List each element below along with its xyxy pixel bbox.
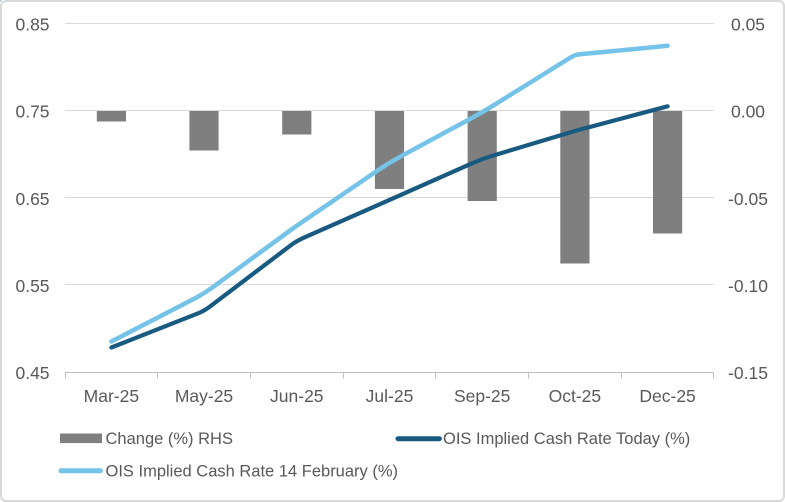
svg-text:Jul-25: Jul-25 xyxy=(366,386,414,406)
svg-text:Oct-25: Oct-25 xyxy=(549,386,602,406)
svg-text:May-25: May-25 xyxy=(175,386,233,406)
svg-text:OIS Implied Cash Rate Today (%: OIS Implied Cash Rate Today (%) xyxy=(443,430,690,448)
svg-text:-0.10: -0.10 xyxy=(728,276,768,296)
svg-text:Change (%) RHS: Change (%) RHS xyxy=(106,430,233,448)
svg-text:Jun-25: Jun-25 xyxy=(270,386,324,406)
svg-text:Mar-25: Mar-25 xyxy=(84,386,139,406)
svg-text:0.00: 0.00 xyxy=(731,102,765,122)
svg-text:Sep-25: Sep-25 xyxy=(454,386,510,406)
svg-text:OIS Implied Cash Rate 14 Febru: OIS Implied Cash Rate 14 February (%) xyxy=(106,462,399,480)
svg-text:0.85: 0.85 xyxy=(15,15,49,35)
svg-text:0.55: 0.55 xyxy=(15,276,49,296)
svg-text:0.75: 0.75 xyxy=(15,102,49,122)
svg-text:0.65: 0.65 xyxy=(15,189,49,209)
svg-text:-0.15: -0.15 xyxy=(728,363,768,383)
svg-text:-0.05: -0.05 xyxy=(728,189,768,209)
svg-text:Dec-25: Dec-25 xyxy=(639,386,695,406)
svg-text:0.05: 0.05 xyxy=(731,15,765,35)
svg-text:0.45: 0.45 xyxy=(15,363,49,383)
